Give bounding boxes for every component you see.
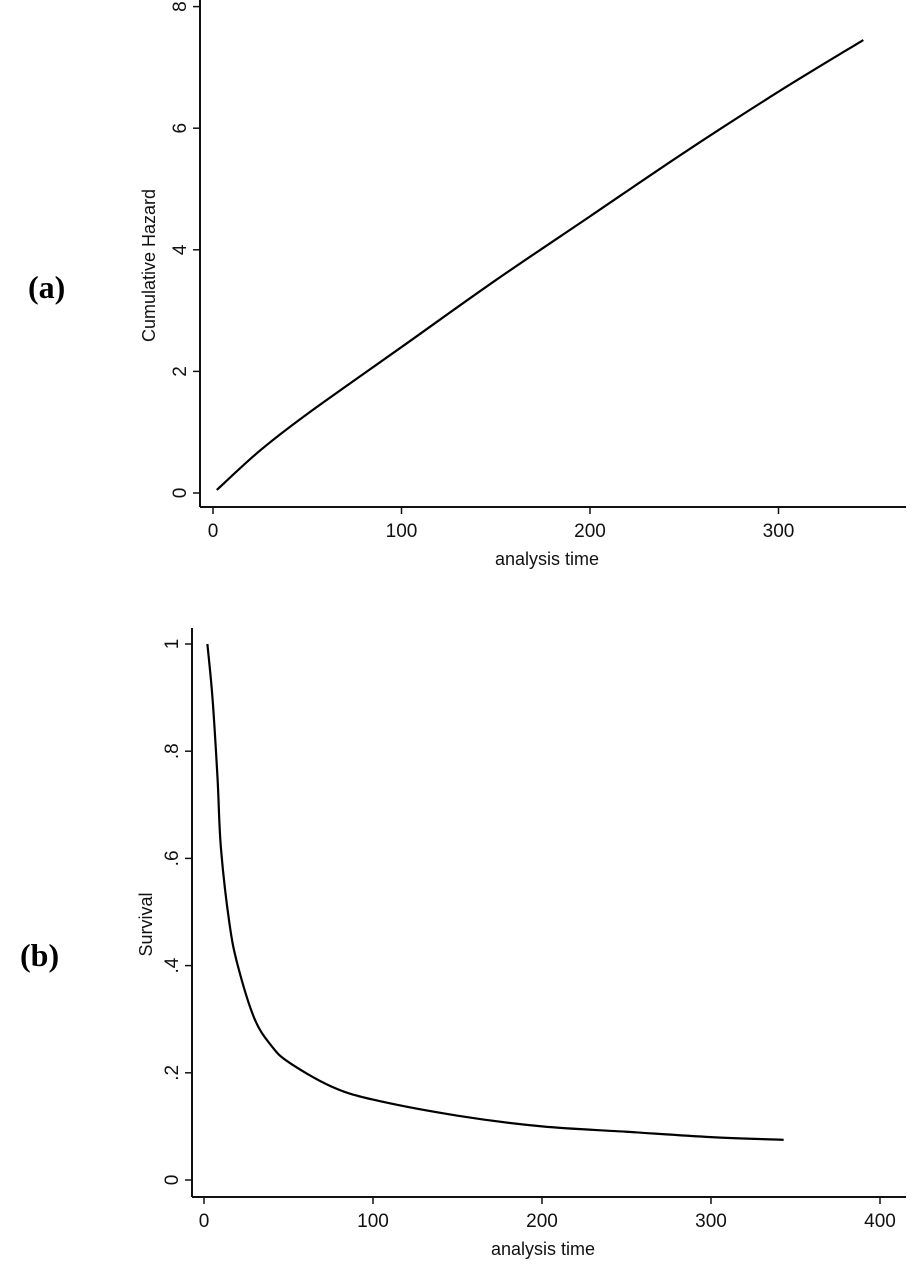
x-tick-label: 200 xyxy=(574,521,606,542)
y-tick-label: .4 xyxy=(162,957,183,973)
y-tick-label: .2 xyxy=(162,1065,183,1081)
y-tick-label: .6 xyxy=(162,850,183,866)
y-tick-label: 2 xyxy=(170,366,191,377)
y-tick-label: 1 xyxy=(162,639,183,650)
panel-label: (b) xyxy=(20,937,59,973)
x-tick-label: 300 xyxy=(695,1211,727,1232)
chart-panel-a: (a) 0 100 200 300 0 2 4 6 8 analysis time Cumulativ… xyxy=(28,0,906,569)
y-axis-title: Survival xyxy=(136,892,156,956)
series-line xyxy=(206,643,784,1141)
y-tick-label: .8 xyxy=(162,743,183,759)
chart-panel-b: (b) 0 100 200 300 400 0 .2 .4 .6 .8 1 analysis time S… xyxy=(20,628,906,1259)
y-tick-label: 0 xyxy=(162,1175,183,1186)
y-tick-label: 6 xyxy=(170,123,191,134)
x-tick-label: 400 xyxy=(864,1211,896,1232)
x-tick-label: 300 xyxy=(763,521,795,542)
x-tick-label: 0 xyxy=(208,521,219,542)
panel-label: (a) xyxy=(28,269,65,305)
y-tick-label: 4 xyxy=(170,244,191,255)
y-axis-title: Cumulative Hazard xyxy=(139,189,159,342)
x-tick-label: 0 xyxy=(199,1211,210,1232)
x-tick-label: 100 xyxy=(386,521,418,542)
x-tick-label: 200 xyxy=(526,1211,558,1232)
x-axis-title: analysis time xyxy=(491,1239,595,1259)
x-axis-title: analysis time xyxy=(495,549,599,569)
y-tick-label: 0 xyxy=(170,488,191,499)
x-tick-label: 100 xyxy=(357,1211,389,1232)
y-tick-label: 8 xyxy=(170,1,191,12)
series-line xyxy=(216,39,864,491)
